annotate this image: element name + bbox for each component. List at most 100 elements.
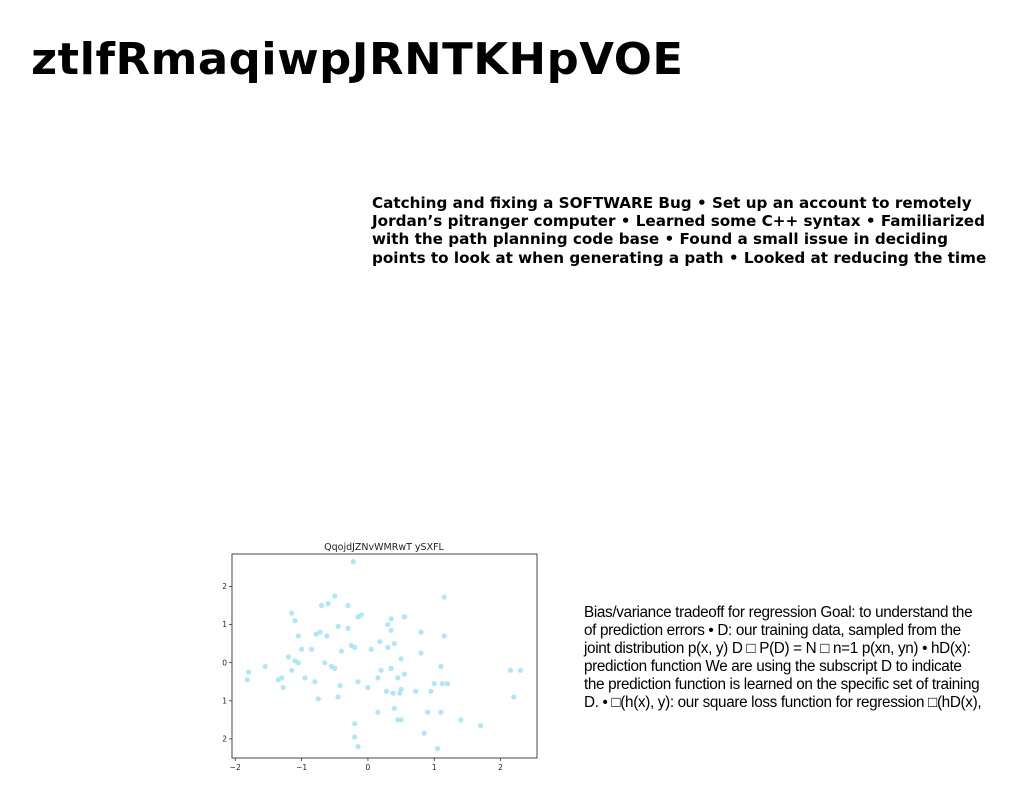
scatter-point: [395, 675, 401, 681]
scatter-point: [388, 616, 394, 622]
scatter-point: [335, 694, 341, 700]
scatter-point: [375, 675, 381, 681]
bold-paragraph-line: with the path planning code base • Found…: [372, 230, 948, 249]
scatter-point: [332, 593, 338, 599]
scatter-point: [299, 646, 305, 652]
plain-paragraph-line: of prediction errors • D: our training d…: [584, 622, 961, 639]
scatter-point: [352, 721, 358, 727]
scatter-point: [317, 629, 323, 635]
y-tick-label: 2: [222, 582, 227, 591]
scatter-point: [295, 633, 301, 639]
scatter-point: [285, 654, 291, 660]
x-tick-label: 1: [432, 763, 437, 772]
plain-paragraph: Bias/variance tradeoff for regression Go…: [584, 604, 1024, 712]
page-title: ztlfRmaqiwpJRNTKHpVOE: [31, 34, 684, 85]
scatter-point: [375, 709, 381, 715]
y-tick-label: −2: [222, 735, 227, 744]
scatter-point: [350, 559, 356, 565]
y-tick-label: 0: [222, 658, 227, 667]
scatter-point: [315, 696, 321, 702]
scatter-point: [244, 677, 250, 683]
scatter-point: [325, 601, 331, 607]
scatter-point: [368, 646, 374, 652]
scatter-point: [385, 621, 391, 628]
scatter-point: [365, 684, 371, 691]
scatter-point: [309, 646, 315, 652]
scatter-point: [313, 631, 319, 637]
scatter-point: [275, 677, 281, 683]
plain-paragraph-line: the prediction function is learned on th…: [584, 676, 980, 693]
scatter-point: [401, 614, 407, 620]
scatter-point: [438, 709, 444, 715]
scatter-point: [413, 688, 419, 694]
scatter-point: [507, 667, 514, 673]
scatter-point: [338, 648, 344, 654]
scatter-point: [401, 671, 407, 677]
scatter-point: [418, 650, 424, 656]
bold-paragraph: Catching and fixing a SOFTWARE Bug • Set…: [372, 194, 1022, 267]
plain-paragraph-line: D. • □(h(x), y): our square loss functio…: [584, 694, 982, 711]
scatter-point: [302, 675, 308, 681]
scatter-point: [345, 602, 351, 609]
plain-paragraph-line: prediction function We are using the sub…: [584, 658, 962, 675]
scatter-point: [280, 684, 286, 691]
scatter-point: [355, 744, 361, 750]
scatter-point: [425, 709, 431, 715]
scatter-point: [345, 625, 351, 631]
scatter-point: [428, 688, 434, 694]
scatter-point: [377, 639, 383, 645]
scatter-point: [511, 694, 517, 700]
bold-paragraph-line: points to look at when generating a path…: [372, 248, 987, 267]
scatter-point: [355, 679, 361, 685]
scatter-point: [418, 629, 424, 635]
scatter-point: [444, 681, 451, 687]
scatter-point: [388, 627, 394, 633]
scatter-point: [517, 667, 523, 673]
scatter-point: [289, 610, 295, 616]
x-tick-label: 2: [498, 763, 503, 772]
scatter-point: [388, 665, 394, 671]
scatter-point: [332, 665, 338, 671]
scatter-point: [335, 623, 341, 629]
x-tick-label: −1: [296, 763, 307, 772]
scatter-point: [337, 683, 343, 689]
x-tick-label: −2: [230, 763, 241, 772]
x-tick-label: 0: [366, 763, 371, 772]
y-tick-label: −1: [222, 696, 227, 705]
scatter-point: [383, 688, 390, 694]
scatter-point: [441, 594, 447, 600]
scatter-point: [439, 681, 445, 687]
scatter-point: [391, 705, 397, 711]
scatter-point: [358, 612, 364, 618]
y-tick-label: 1: [222, 620, 227, 629]
scatter-point: [441, 633, 447, 639]
scatter-point: [289, 667, 295, 673]
scatter-chart-svg: QqojdJZNvWMRwT ySXFL −2 −1 0 1 2 −2 −1 0 1 2: [222, 542, 538, 772]
scatter-point: [385, 644, 391, 650]
scatter-point: [295, 660, 301, 666]
scatter-point: [431, 681, 437, 687]
plot-frame: [231, 553, 538, 759]
plain-paragraph-line: Bias/variance tradeoff for regression Go…: [584, 604, 973, 621]
chart-title: QqojdJZNvWMRwT ySXFL: [324, 542, 444, 553]
plain-paragraph-line: joint distribution p(x, y) D □ P(D) = N …: [584, 640, 971, 657]
scatter-point: [397, 690, 403, 696]
scatter-point: [434, 745, 441, 752]
scatter-point: [395, 717, 401, 723]
scatter-chart: QqojdJZNvWMRwT ySXFL −2 −1 0 1 2 −2 −1 0 1 2: [222, 538, 542, 774]
scatter-point: [262, 663, 268, 670]
scatter-point: [348, 642, 354, 649]
scatter-point: [378, 667, 384, 673]
scatter-point: [292, 618, 298, 624]
scatter-point: [391, 641, 397, 647]
scatter-point: [398, 656, 404, 662]
scatter-point: [421, 730, 427, 736]
scatter-point: [312, 679, 318, 685]
bold-paragraph-line: Jordan’s pitranger computer • Learned so…: [372, 212, 985, 231]
scatter-point: [322, 660, 328, 666]
scatter-point: [324, 633, 330, 639]
scatter-point: [352, 734, 358, 740]
scatter-point: [246, 669, 252, 675]
scatter-point: [318, 602, 325, 609]
bold-paragraph-line: Catching and fixing a SOFTWARE Bug • Set…: [372, 194, 972, 212]
